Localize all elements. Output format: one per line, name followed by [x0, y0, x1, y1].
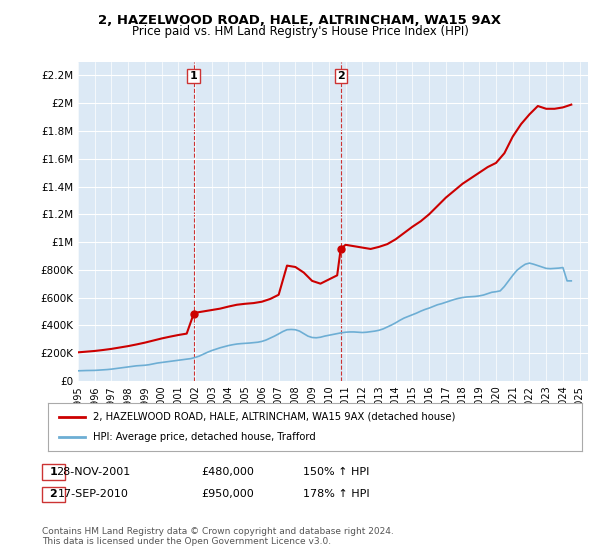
Text: 2: 2	[50, 489, 57, 500]
Text: 17-SEP-2010: 17-SEP-2010	[58, 489, 128, 500]
Text: £480,000: £480,000	[202, 467, 254, 477]
Text: 2, HAZELWOOD ROAD, HALE, ALTRINCHAM, WA15 9AX (detached house): 2, HAZELWOOD ROAD, HALE, ALTRINCHAM, WA1…	[94, 412, 456, 422]
Text: 178% ↑ HPI: 178% ↑ HPI	[302, 489, 370, 500]
Text: 150% ↑ HPI: 150% ↑ HPI	[303, 467, 369, 477]
Text: 2: 2	[337, 71, 344, 81]
Text: £950,000: £950,000	[202, 489, 254, 500]
Text: HPI: Average price, detached house, Trafford: HPI: Average price, detached house, Traf…	[94, 432, 316, 442]
Text: 28-NOV-2001: 28-NOV-2001	[56, 467, 130, 477]
Text: Price paid vs. HM Land Registry's House Price Index (HPI): Price paid vs. HM Land Registry's House …	[131, 25, 469, 38]
Text: Contains HM Land Registry data © Crown copyright and database right 2024.
This d: Contains HM Land Registry data © Crown c…	[42, 526, 394, 546]
Text: 2, HAZELWOOD ROAD, HALE, ALTRINCHAM, WA15 9AX: 2, HAZELWOOD ROAD, HALE, ALTRINCHAM, WA1…	[98, 14, 502, 27]
Text: 1: 1	[190, 71, 197, 81]
Text: 1: 1	[50, 467, 57, 477]
